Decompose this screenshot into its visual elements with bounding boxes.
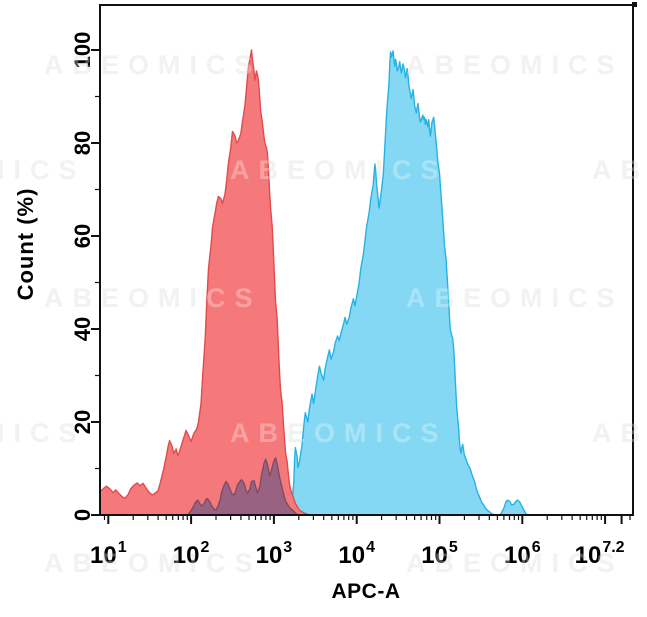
y-tick-label: 100 — [70, 32, 95, 69]
plot-frame — [99, 4, 634, 516]
overlap-region-area — [187, 457, 299, 516]
y-tick-label: 80 — [70, 131, 95, 155]
y-tick-label: 60 — [70, 224, 95, 248]
x-tick-label: 102 — [173, 539, 210, 569]
x-tick-labels: 101 102 103 104 105 106 107.2 — [90, 539, 625, 569]
blue-histogram-area — [288, 50, 634, 516]
x-axis-ticks — [103, 515, 631, 524]
x-tick-label: 101 — [90, 539, 127, 569]
y-axis-title: Count (%) — [13, 188, 38, 301]
y-tick-label: 40 — [70, 317, 95, 341]
corner-artifact-dot — [632, 2, 637, 7]
x-axis-title: APC-A — [332, 580, 401, 603]
red-histogram-area — [99, 49, 311, 516]
y-tick-label: 20 — [70, 410, 95, 434]
x-tick-label: 106 — [504, 539, 541, 569]
x-tick-label: 103 — [256, 539, 293, 569]
y-axis-ticks — [91, 49, 100, 516]
x-tick-label: 104 — [338, 539, 375, 569]
y-tick-labels: 0 20 40 60 80 100 — [70, 32, 95, 521]
y-tick-label: 0 — [70, 509, 95, 521]
x-tick-label: 107.2 — [575, 539, 625, 569]
x-tick-label: 105 — [421, 539, 458, 569]
histogram-series — [99, 49, 634, 516]
